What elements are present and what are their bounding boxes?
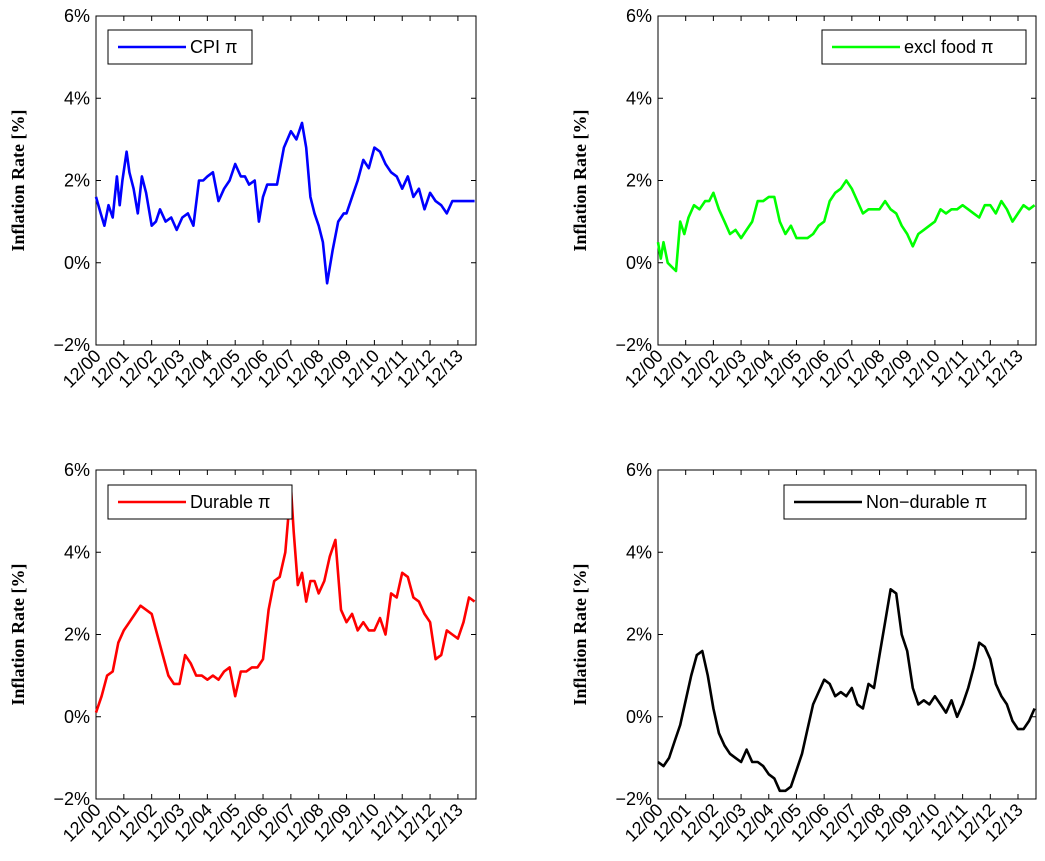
y-tick-label: 0%	[64, 253, 90, 273]
legend: Non−durable π	[783, 484, 1027, 520]
y-tick-label: 4%	[626, 542, 652, 562]
plot-frame	[95, 15, 477, 346]
y-axis-label: Inflation Rate [%]	[570, 110, 590, 252]
y-tick-label: 6%	[626, 460, 652, 480]
legend-label: excl food π	[904, 37, 993, 57]
series-line	[94, 485, 476, 714]
legend: Durable π	[107, 484, 293, 520]
series-line	[94, 121, 475, 285]
y-tick-label: 4%	[64, 88, 90, 108]
y-tick-label: 6%	[64, 460, 90, 480]
legend-label: Durable π	[190, 492, 270, 512]
y-tick-label: 0%	[64, 707, 90, 727]
series-line	[657, 587, 1036, 793]
legend: CPI π	[107, 29, 253, 65]
y-tick-label: −2%	[53, 335, 90, 355]
y-tick-label: −2%	[615, 789, 652, 809]
chart-panel-4: −2%0%2%4%6%12/0012/0112/0212/0312/0412/0…	[570, 460, 1037, 846]
y-tick-label: 2%	[626, 171, 652, 191]
legend: excl food π	[821, 29, 1027, 65]
y-tick-label: −2%	[615, 335, 652, 355]
y-tick-label: 4%	[626, 88, 652, 108]
y-tick-label: 4%	[64, 542, 90, 562]
y-tick-label: 0%	[626, 253, 652, 273]
series-line	[656, 179, 1036, 273]
legend-label: Non−durable π	[866, 492, 987, 512]
chart-panel-2: −2%0%2%4%6%12/0012/0112/0212/0312/0412/0…	[570, 6, 1037, 392]
legend-label: CPI π	[190, 37, 237, 57]
y-tick-label: 6%	[626, 6, 652, 26]
y-tick-label: −2%	[53, 789, 90, 809]
chart-panel-1: −2%0%2%4%6%12/0012/0112/0212/0312/0412/0…	[8, 6, 477, 392]
y-axis-label: Inflation Rate [%]	[570, 564, 590, 706]
y-tick-label: 2%	[64, 171, 90, 191]
y-tick-label: 2%	[64, 625, 90, 645]
y-tick-label: 0%	[626, 707, 652, 727]
chart-panel-3: −2%0%2%4%6%12/0012/0112/0212/0312/0412/0…	[8, 460, 477, 846]
y-axis-label: Inflation Rate [%]	[8, 564, 28, 706]
y-axis-label: Inflation Rate [%]	[8, 110, 28, 252]
y-tick-label: 2%	[626, 625, 652, 645]
y-tick-label: 6%	[64, 6, 90, 26]
